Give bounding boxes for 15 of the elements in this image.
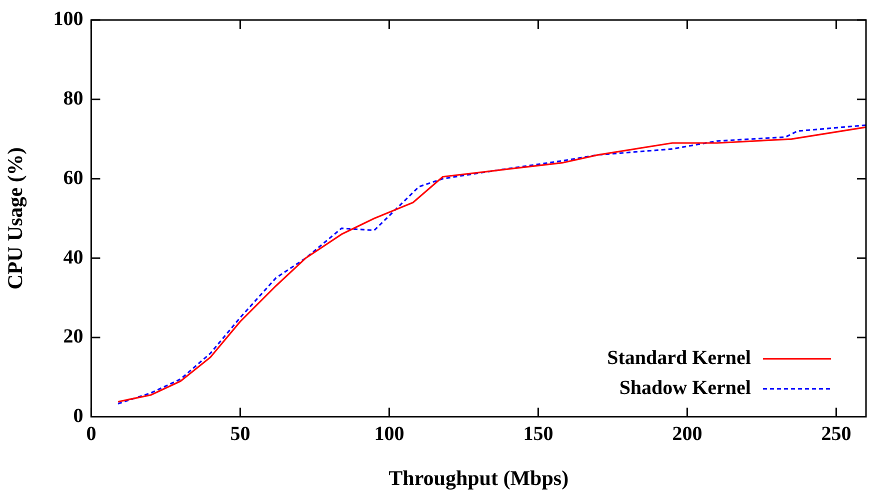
x-tick-label: 150 — [523, 422, 554, 445]
y-tick-label: 0 — [73, 404, 84, 427]
y-tick-label: 80 — [63, 88, 84, 110]
x-tick-label: 250 — [821, 422, 852, 445]
y-tick-label: 40 — [63, 246, 84, 268]
x-tick-label: 200 — [672, 422, 702, 445]
y-tick-label: 20 — [63, 326, 84, 348]
legend-label: Standard Kernel — [607, 346, 752, 369]
x-axis-title: Throughput (Mbps) — [388, 466, 569, 490]
y-tick-label: 100 — [53, 8, 84, 30]
x-tick-label: 100 — [374, 422, 404, 445]
legend-label: Shadow Kernel — [619, 376, 752, 399]
y-tick-label: 60 — [63, 166, 84, 189]
x-tick-label: 50 — [230, 422, 250, 445]
y-axis-title: CPU Usage (%) — [3, 147, 28, 290]
